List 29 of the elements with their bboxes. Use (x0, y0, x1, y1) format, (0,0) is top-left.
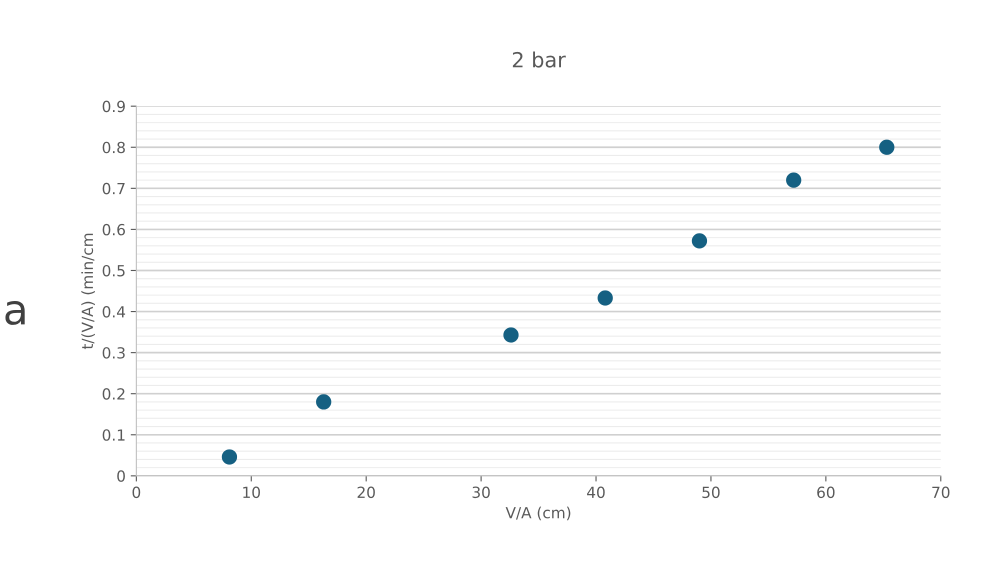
y-tick-label: 0.4 (102, 306, 126, 318)
x-tick-label: 70 (932, 486, 950, 498)
y-tick-label: 0.2 (102, 388, 124, 400)
y-tick-label: 0.9 (102, 100, 125, 112)
point (879, 140, 894, 155)
y-tick-label: 0.5 (102, 264, 125, 277)
x-tick-label: 30 (472, 486, 490, 498)
y-tick-label: 0.7 (102, 182, 125, 194)
point (692, 233, 708, 249)
point (598, 290, 613, 306)
y-axis-title: t/(V/A) (min/cm (81, 234, 95, 350)
point (316, 394, 332, 410)
x-tick-label: 40 (587, 486, 605, 498)
text: a (5, 300, 25, 325)
y-tick-label: 0.1 (102, 429, 125, 441)
point (503, 327, 519, 343)
chart-title: 2 bar (512, 51, 566, 68)
x-tick-label: 60 (817, 486, 835, 498)
x-tick-label: 50 (702, 486, 720, 498)
y-tick-label: 0.3 (102, 347, 125, 359)
x-tick-label: 20 (358, 486, 375, 498)
point (222, 449, 238, 465)
x-axis-title: V/A (cm) (506, 506, 570, 520)
y-tick-label: 0 (117, 470, 125, 482)
x-tick-label: 10 (243, 486, 260, 498)
point (786, 172, 802, 188)
x-tick-label: 0 (132, 486, 140, 498)
y-tick-label: 0.8 (102, 142, 125, 154)
y-tick-label: 0.6 (102, 224, 125, 236)
